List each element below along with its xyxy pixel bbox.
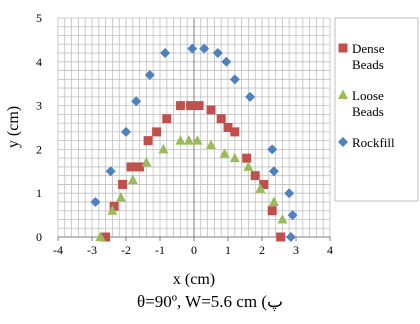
rockfill-point xyxy=(287,210,298,221)
legend-label-rockfill: Rockfill xyxy=(352,135,395,150)
dense-beads-point xyxy=(259,179,269,189)
x-tick-label: -1 xyxy=(155,243,165,257)
rockfill-point xyxy=(284,188,295,199)
rockfill-point xyxy=(221,56,232,67)
legend-label-dense-beads: Dense xyxy=(352,41,385,56)
dense-beads-point xyxy=(101,232,111,242)
loose-beads-point xyxy=(95,231,106,241)
legend-label-loose-beads: Loose xyxy=(352,88,384,103)
dense-beads-point xyxy=(194,101,204,111)
rockfill-point xyxy=(229,74,240,85)
rockfill-point xyxy=(212,48,223,59)
dense-beads-point xyxy=(143,136,153,146)
legend-marker-loose-beads xyxy=(338,89,348,99)
legend-box xyxy=(334,17,419,202)
x-tick-label: -4 xyxy=(53,243,63,257)
data-points xyxy=(90,43,298,242)
dense-beads-point xyxy=(175,101,185,111)
rockfill-point xyxy=(187,43,198,54)
loose-beads-point xyxy=(127,174,138,185)
loose-beads-point xyxy=(219,148,230,158)
loose-beads-point xyxy=(255,183,266,193)
x-axis-label: x (cm) xyxy=(173,271,215,288)
loose-beads-point xyxy=(158,143,169,154)
x-tick-label: 2 xyxy=(259,243,265,257)
legend-label-loose-beads: Beads xyxy=(352,104,384,119)
y-tick-label: 5 xyxy=(36,11,42,25)
y-tick-label: 2 xyxy=(36,142,42,156)
dense-beads-point xyxy=(118,179,128,189)
rockfill-point xyxy=(90,196,101,207)
rockfill-point xyxy=(285,232,296,242)
loose-beads-point xyxy=(229,152,240,163)
y-tick-label: 1 xyxy=(36,186,42,200)
tick-labels: -4 -3 -2 -1 0 1 2 3 4 0 1 2 3 4 5 xyxy=(36,11,333,257)
y-tick-label: 3 xyxy=(36,99,42,113)
y-tick-label: 4 xyxy=(36,55,42,69)
legend-marker-rockfill xyxy=(338,137,348,147)
loose-beads-point xyxy=(175,135,186,145)
rockfill-point xyxy=(268,166,279,177)
loose-beads-point xyxy=(107,205,118,215)
dense-beads-point xyxy=(276,232,286,242)
rockfill-point xyxy=(199,43,210,54)
loose-beads-point xyxy=(268,196,279,206)
rockfill-point xyxy=(144,69,155,80)
dense-beads-point xyxy=(250,171,260,181)
dense-beads-point xyxy=(162,114,172,124)
loose-beads-point xyxy=(115,192,126,202)
dense-beads-point xyxy=(126,162,136,172)
rockfill-point xyxy=(267,144,278,155)
rockfill-point xyxy=(245,91,256,102)
dense-beads-point xyxy=(186,101,196,111)
loose-beads-point xyxy=(277,213,288,224)
x-tick-label: 4 xyxy=(327,243,333,257)
dense-beads-point xyxy=(242,153,252,163)
dense-beads-point xyxy=(206,105,216,115)
rockfill-point xyxy=(131,96,142,107)
x-tick-label: 3 xyxy=(293,243,299,257)
y-axis-label: y (cm) xyxy=(5,106,22,148)
loose-beads-point xyxy=(183,135,194,145)
dense-beads-point xyxy=(109,201,119,211)
legend-label-dense-beads: Beads xyxy=(352,57,384,72)
dense-beads-point xyxy=(152,127,162,137)
legend-marker-dense-beads xyxy=(338,43,348,53)
dense-beads-point xyxy=(267,206,277,216)
rockfill-point xyxy=(105,166,116,177)
dense-beads-point xyxy=(230,127,240,137)
x-tick-label: 0 xyxy=(191,243,197,257)
figure-caption: θ=90º, W=5.6 cm (پ xyxy=(136,292,284,311)
y-tick-label: 0 xyxy=(36,230,42,244)
rockfill-point xyxy=(160,48,171,59)
dense-beads-point xyxy=(216,114,226,124)
loose-beads-point xyxy=(192,135,203,145)
x-tick-label: -3 xyxy=(87,243,97,257)
x-tick-label: 1 xyxy=(225,243,231,257)
dense-beads-point xyxy=(135,162,145,172)
rockfill-point xyxy=(121,126,131,137)
loose-beads-point xyxy=(243,161,254,171)
x-tick-label: -2 xyxy=(121,243,131,257)
loose-beads-point xyxy=(141,157,152,167)
loose-beads-point xyxy=(206,139,216,150)
dense-beads-point xyxy=(223,123,233,132)
